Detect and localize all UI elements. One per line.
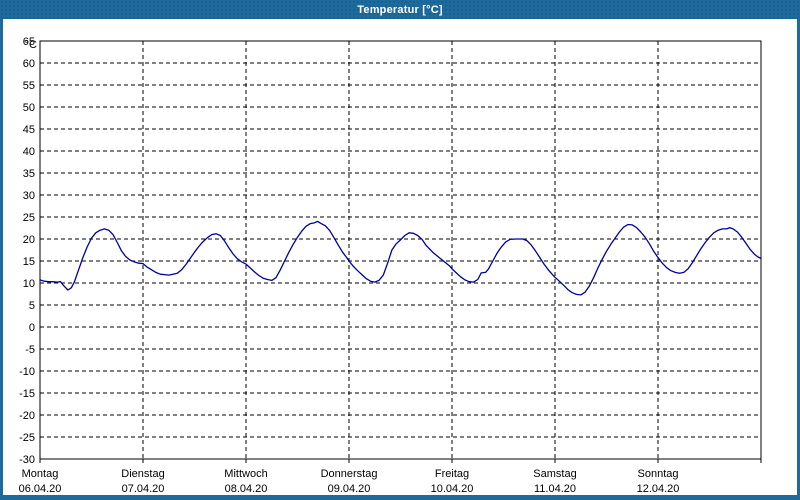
y-axis-tick-label: -25 [19,432,35,444]
y-axis-tick-label: -10 [19,366,35,378]
y-axis-tick-label: 60 [23,58,35,70]
window-border-bottom [0,495,800,500]
y-axis-tick-label: 15 [23,256,35,268]
y-axis-tick-label: 30 [23,190,35,202]
window-border-left [0,19,3,500]
x-axis-day-label: Dienstag [121,468,164,480]
y-axis-unit-label: °C [25,39,37,51]
y-axis-tick-label: 50 [23,102,35,114]
x-axis-date-label: 10.04.20 [431,483,474,495]
y-axis-tick-label: 25 [23,212,35,224]
y-axis-tick-label: 20 [23,234,35,246]
x-axis-day-label: Freitag [435,468,469,480]
y-axis-tick-label: -15 [19,388,35,400]
x-axis-day-label: Mittwoch [224,468,267,480]
y-axis-tick-label: 55 [23,80,35,92]
y-axis-tick-label: 5 [29,300,35,312]
x-axis-date-label: 12.04.20 [637,483,680,495]
y-axis-tick-label: 45 [23,124,35,136]
x-axis-day-label: Samstag [533,468,576,480]
y-axis-tick-label: 10 [23,278,35,290]
title-bar[interactable]: Temperatur [°C] [0,0,800,19]
y-axis-tick-label: 35 [23,168,35,180]
y-axis-tick-label: -30 [19,454,35,466]
axis-box [39,40,762,460]
window-title: Temperatur [°C] [357,3,443,16]
x-axis-date-label: 08.04.20 [225,483,268,495]
x-axis-date-label: 06.04.20 [19,483,62,495]
x-axis-day-label: Sonntag [638,468,679,480]
temperature-curve [39,220,762,296]
x-axis-day-label: Montag [22,468,59,480]
y-axis-tick-label: 0 [29,322,35,334]
y-axis-tick-label: 40 [23,146,35,158]
x-axis-date-label: 09.04.20 [328,483,371,495]
y-axis-tick-label: -20 [19,410,35,422]
x-axis-day-label: Donnerstag [321,468,378,480]
x-axis-date-label: 07.04.20 [122,483,165,495]
y-axis-tick-label: 65 [23,36,35,48]
x-axis-date-label: 11.04.20 [534,483,576,495]
y-axis-tick-label: -5 [25,344,35,356]
window-border-right [797,19,800,500]
